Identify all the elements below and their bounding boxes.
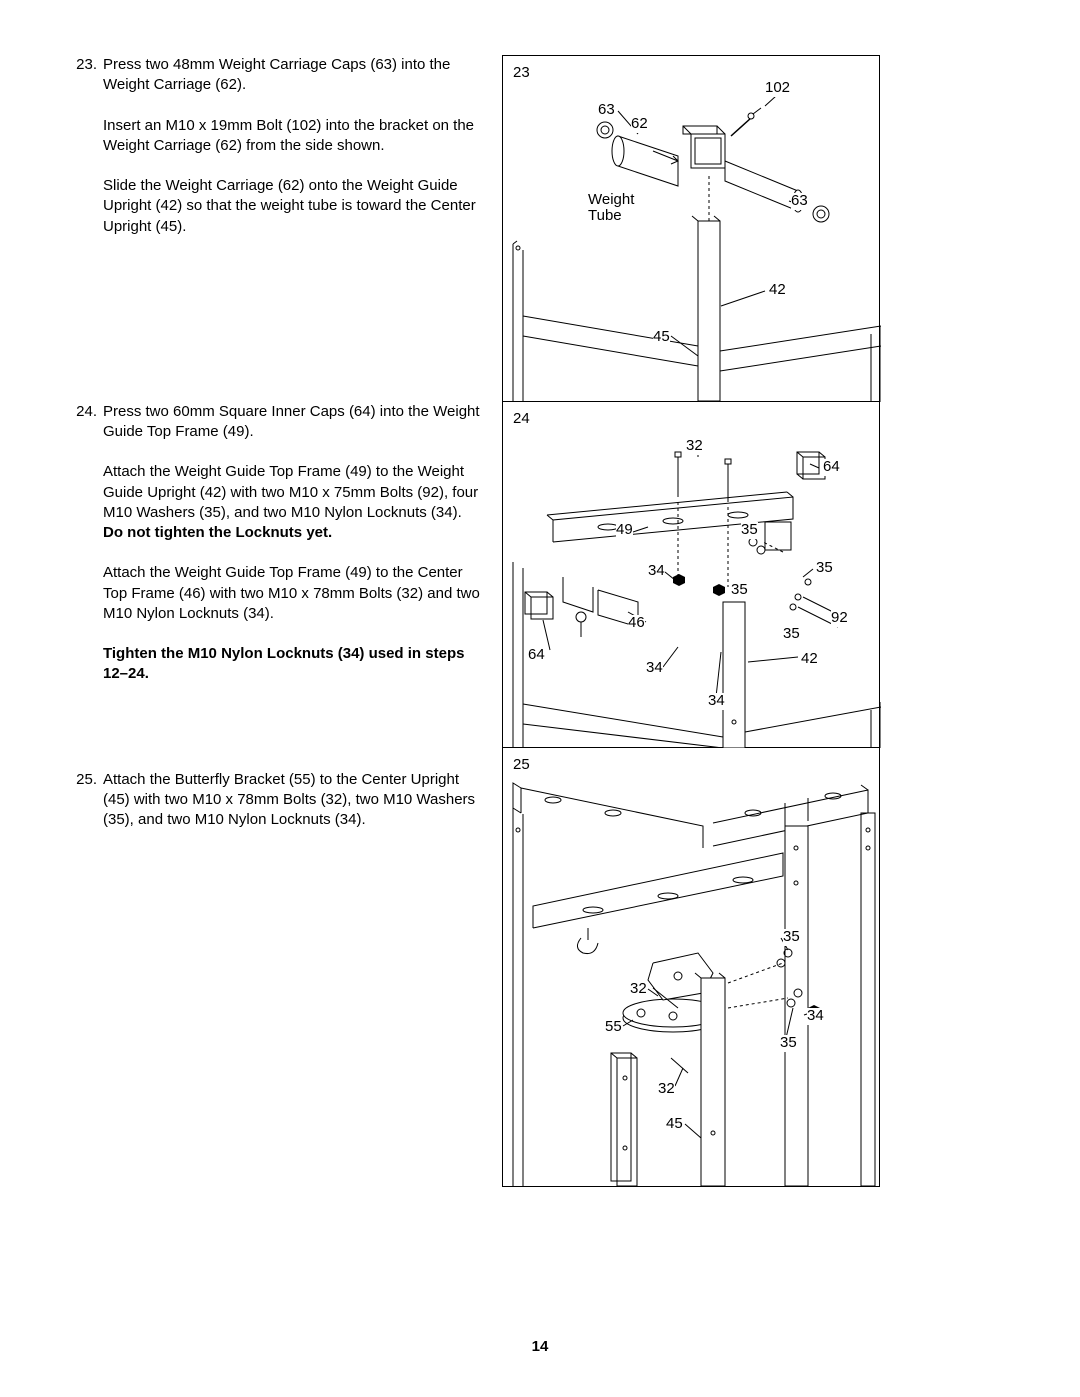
part-label: 35 xyxy=(741,522,758,539)
step-paragraph: Attach the Butterfly Bracket (55) to the… xyxy=(103,770,480,831)
step-body: Press two 48mm Weight Carriage Caps (63)… xyxy=(103,55,480,237)
step-number: 25. xyxy=(75,770,103,831)
step-body: Attach the Butterfly Bracket (55) to the… xyxy=(103,770,480,831)
part-label: 64 xyxy=(528,647,545,664)
part-label: 55 xyxy=(605,1019,622,1036)
part-label: 35 xyxy=(816,560,833,577)
part-label: 63 xyxy=(598,102,615,119)
part-label: 32 xyxy=(630,981,647,998)
part-label: 35 xyxy=(783,929,800,946)
diagram-column: 23 xyxy=(502,55,880,1187)
part-label: 64 xyxy=(823,459,840,476)
step-number: 24. xyxy=(75,402,103,685)
instruction-step: 23.Press two 48mm Weight Carriage Caps (… xyxy=(75,55,480,237)
part-label: 35 xyxy=(783,626,800,643)
part-label: 62 xyxy=(631,116,648,133)
part-label: 34 xyxy=(646,660,663,677)
step-number: 23. xyxy=(75,55,103,237)
part-label: 45 xyxy=(653,329,670,346)
part-label: 63 xyxy=(791,193,808,210)
page-number: 14 xyxy=(0,1337,1080,1357)
step-paragraph: Press two 48mm Weight Carriage Caps (63)… xyxy=(103,55,480,96)
part-label: 46 xyxy=(628,615,645,632)
assembly-diagram-25 xyxy=(503,748,881,1186)
step-paragraph: Press two 60mm Square Inner Caps (64) in… xyxy=(103,402,480,443)
part-label: 35 xyxy=(780,1035,797,1052)
part-label: 32 xyxy=(686,438,703,455)
instruction-step: 24.Press two 60mm Square Inner Caps (64)… xyxy=(75,402,480,685)
diagram-panel-24: 24 xyxy=(503,402,879,748)
part-label: 34 xyxy=(708,693,725,710)
part-label: 45 xyxy=(666,1116,683,1133)
part-label: 32 xyxy=(658,1081,675,1098)
part-label: 49 xyxy=(616,522,633,539)
part-label: Tube xyxy=(588,208,622,225)
step-paragraph: Insert an M10 x 19mm Bolt (102) into the… xyxy=(103,116,480,157)
part-label: 102 xyxy=(765,80,790,97)
step-body: Press two 60mm Square Inner Caps (64) in… xyxy=(103,402,480,685)
step-paragraph: Attach the Weight Guide Top Frame (49) t… xyxy=(103,462,480,543)
step-paragraph: Slide the Weight Carriage (62) onto the … xyxy=(103,176,480,237)
part-label: 42 xyxy=(769,282,786,299)
diagram-panel-25: 25 xyxy=(503,748,879,1186)
part-label: 34 xyxy=(807,1008,824,1025)
instruction-step: 25.Attach the Butterfly Bracket (55) to … xyxy=(75,770,480,831)
assembly-diagram-23 xyxy=(503,56,881,402)
step-paragraph: Tighten the M10 Nylon Locknuts (34) used… xyxy=(103,644,480,685)
instruction-text-column: 23.Press two 48mm Weight Carriage Caps (… xyxy=(75,55,480,1187)
part-label: 34 xyxy=(648,563,665,580)
diagram-panel-23: 23 xyxy=(503,56,879,402)
part-label: 42 xyxy=(801,651,818,668)
step-paragraph: Attach the Weight Guide Top Frame (49) t… xyxy=(103,563,480,624)
part-label: 35 xyxy=(731,582,748,599)
part-label: 92 xyxy=(831,610,848,627)
